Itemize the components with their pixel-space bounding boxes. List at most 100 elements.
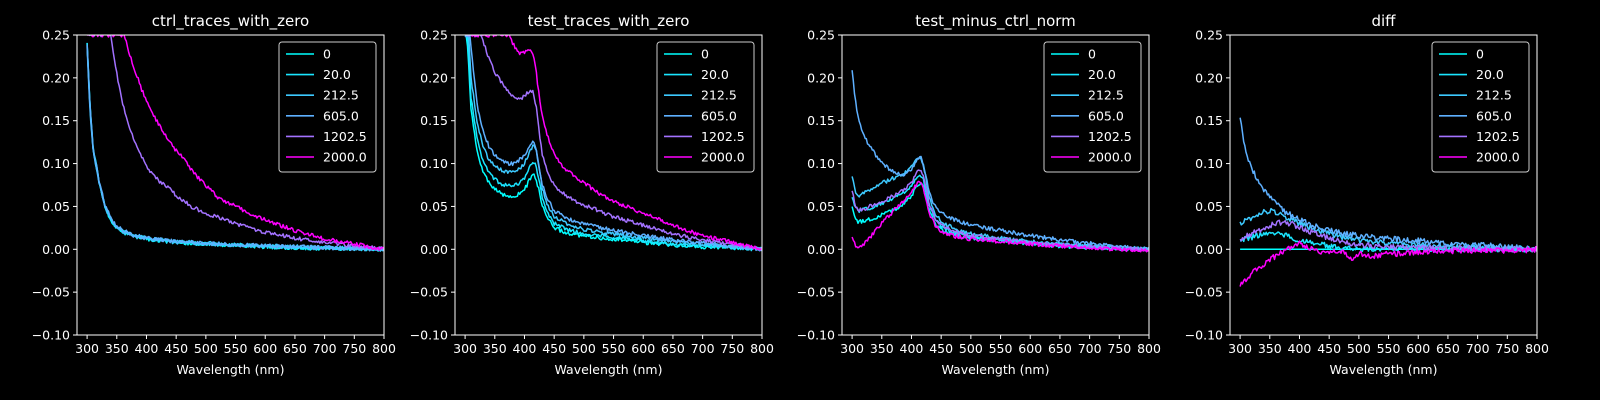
chart-title: test_traces_with_zero [528, 12, 690, 31]
legend: 0 20.0 212.5 605.0 1202.5 2000.0 [1043, 41, 1142, 173]
y-tick-label: 0.10 [1195, 156, 1223, 171]
legend-label: 1202.5 [323, 129, 367, 144]
x-tick-label: 400 [1288, 341, 1312, 356]
x-tick-label: 550 [1377, 341, 1401, 356]
chart-title: ctrl_traces_with_zero [152, 12, 309, 31]
x-tick-label: 500 [1347, 341, 1371, 356]
y-tick-label: 0.00 [42, 242, 70, 257]
x-tick-label: 350 [483, 341, 507, 356]
chart-panel-1: 300 350 400 450 500 550 600 650 700 750 800 −0.10 −0… [32, 12, 396, 377]
x-tick-label: 300 [75, 341, 99, 356]
x-tick-label: 400 [513, 341, 537, 356]
y-tick-label: 0.10 [420, 156, 448, 171]
legend-label: 2000.0 [701, 150, 745, 165]
x-tick-label: 700 [691, 341, 715, 356]
series-group [1239, 117, 1537, 287]
x-tick-label: 650 [1436, 341, 1460, 356]
legend-label: 212.5 [323, 88, 359, 103]
y-tick-label: −0.10 [410, 328, 448, 343]
legend-label: 0 [1476, 47, 1484, 62]
x-tick-label: 700 [1466, 341, 1490, 356]
x-tick-label: 700 [313, 341, 337, 356]
series-line-2000.0 [87, 35, 384, 251]
y-tick-label: −0.10 [1185, 328, 1223, 343]
x-tick-label: 800 [750, 341, 774, 356]
y-tick-label: −0.05 [32, 285, 70, 300]
y-tick-label: −0.05 [797, 285, 835, 300]
chart-title: test_minus_ctrl_norm [915, 12, 1076, 31]
y-tick-label: 0.25 [420, 28, 448, 43]
legend: 0 20.0 212.5 605.0 1202.5 2000.0 [278, 41, 377, 173]
legend-label: 212.5 [1088, 88, 1124, 103]
y-tick-label: −0.10 [797, 328, 835, 343]
chart-panel-3: 300 350 400 450 500 550 600 650 700 750 800 −0.10 −0… [797, 12, 1161, 377]
x-tick-label: 750 [1495, 341, 1519, 356]
y-tick-label: 0.25 [42, 28, 70, 43]
x-tick-label: 500 [959, 341, 983, 356]
x-tick-label: 750 [1107, 341, 1131, 356]
legend-label: 2000.0 [1088, 150, 1132, 165]
series-line-1202.5 [465, 35, 762, 250]
y-tick-label: 0.20 [1195, 70, 1223, 85]
series-line-605.0 [86, 44, 384, 252]
series-line-605.0 [851, 70, 1149, 252]
x-axis-label: Wavelength (nm) [555, 362, 663, 377]
x-tick-label: 350 [1258, 341, 1282, 356]
x-tick-label: 750 [342, 341, 366, 356]
y-tick-label: 0.00 [1195, 242, 1223, 257]
y-tick-label: −0.05 [410, 285, 448, 300]
x-tick-label: 600 [1018, 341, 1042, 356]
x-tick-label: 700 [1078, 341, 1102, 356]
legend: 0 20.0 212.5 605.0 1202.5 2000.0 [1431, 41, 1530, 173]
legend-label: 605.0 [323, 108, 359, 123]
x-tick-label: 650 [1048, 341, 1072, 356]
legend-label: 20.0 [1476, 67, 1504, 82]
series-group [851, 70, 1149, 253]
x-tick-label: 450 [542, 341, 566, 356]
y-tick-label: 0.10 [807, 156, 835, 171]
x-axis-label: Wavelength (nm) [177, 362, 285, 377]
legend-label: 1202.5 [701, 129, 745, 144]
axes-frame [76, 34, 385, 336]
series-line-2000.0 [465, 35, 762, 251]
legend-label: 20.0 [1088, 67, 1116, 82]
x-tick-label: 650 [283, 341, 307, 356]
y-tick-label: 0.00 [807, 242, 835, 257]
legend-label: 2000.0 [323, 150, 367, 165]
x-tick-label: 500 [194, 341, 218, 356]
legend-label: 605.0 [1476, 108, 1512, 123]
y-tick-label: 0.05 [42, 199, 70, 214]
series-line-2000.0 [1239, 240, 1537, 287]
axes-frame [841, 34, 1150, 336]
y-tick-label: 0.05 [1195, 199, 1223, 214]
axes-frame [1229, 34, 1538, 336]
series-line-1202.5 [851, 169, 1149, 252]
x-tick-label: 600 [1406, 341, 1430, 356]
axes-frame [454, 34, 763, 336]
y-tick-label: 0.05 [807, 199, 835, 214]
y-tick-label: 0.25 [807, 28, 835, 43]
y-tick-label: 0.20 [42, 70, 70, 85]
legend-label: 605.0 [1088, 108, 1124, 123]
x-tick-label: 800 [1525, 341, 1549, 356]
x-tick-label: 350 [870, 341, 894, 356]
y-tick-label: 0.20 [807, 70, 835, 85]
series-line-605.0 [1239, 117, 1537, 252]
x-tick-label: 450 [1317, 341, 1341, 356]
y-tick-label: 0.20 [420, 70, 448, 85]
legend: 0 20.0 212.5 605.0 1202.5 2000.0 [656, 41, 755, 173]
chart-panel-4: 300 350 400 450 500 550 600 650 700 750 800 −0.10 −0… [1185, 12, 1549, 377]
series-line-2000.0 [851, 180, 1149, 253]
chart-panel-2: 300 350 400 450 500 550 600 650 700 750 800 −0.10 −0… [410, 12, 774, 377]
x-tick-label: 450 [929, 341, 953, 356]
y-tick-label: 0.25 [1195, 28, 1223, 43]
y-tick-label: 0.15 [807, 113, 835, 128]
x-tick-label: 550 [224, 341, 248, 356]
x-tick-label: 800 [1137, 341, 1161, 356]
x-tick-label: 300 [840, 341, 864, 356]
x-tick-label: 600 [631, 341, 655, 356]
x-tick-label: 300 [1228, 341, 1252, 356]
legend-label: 20.0 [323, 67, 351, 82]
legend-label: 212.5 [1476, 88, 1512, 103]
x-tick-label: 600 [253, 341, 277, 356]
